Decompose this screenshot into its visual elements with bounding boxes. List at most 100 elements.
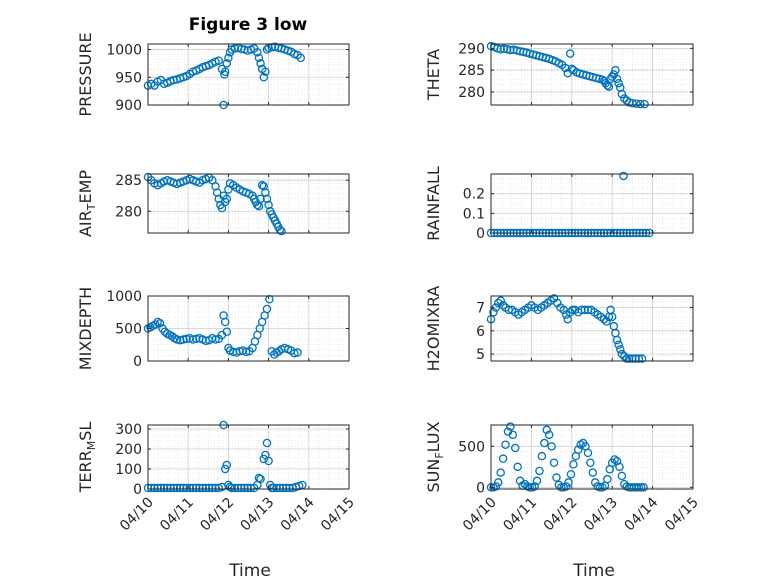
data-point (609, 321, 619, 331)
x-tick-label: 04/12 (197, 495, 237, 535)
data-point (224, 185, 233, 194)
data-point (285, 483, 294, 493)
data-point (617, 89, 627, 99)
data-point (614, 78, 623, 88)
data-point (222, 194, 232, 204)
data-point (637, 483, 646, 492)
data-point (569, 460, 578, 469)
data-point (262, 438, 272, 448)
y-tick-label: 500 (458, 439, 485, 455)
data-point (616, 345, 625, 354)
data-point (222, 460, 232, 470)
data-point (269, 483, 278, 493)
data-series (486, 171, 654, 238)
x-axis-label-left: Time (228, 561, 271, 581)
y-tick-label: 1000 (106, 289, 142, 305)
y-tick-label: 0.1 (463, 206, 485, 222)
y-axis-label: SUNFLUX (424, 421, 446, 492)
axes-box (147, 424, 350, 490)
data-point (296, 53, 306, 63)
data-series (486, 422, 648, 492)
y-tick-label: 0 (476, 480, 485, 496)
data-point (208, 483, 217, 493)
data-point (195, 483, 204, 493)
subplot-1: 900 950 1000 PRESSURE (76, 32, 350, 117)
data-point (513, 462, 522, 472)
y-tick-label: 6 (476, 324, 485, 340)
data-point (494, 298, 503, 308)
data-point (265, 294, 274, 304)
data-point (201, 483, 211, 493)
data-point (272, 483, 281, 493)
y-tick-label: 950 (115, 70, 142, 86)
data-point (261, 188, 270, 197)
data-point (153, 483, 162, 493)
data-point (264, 456, 273, 466)
data-point (237, 483, 246, 493)
data-point (624, 354, 634, 363)
data-point (150, 483, 159, 493)
data-point (230, 44, 240, 53)
subplot-5: 0 500 1000 MIXDEPTH (76, 287, 350, 370)
data-point (225, 482, 235, 492)
data-point (290, 348, 299, 358)
data-point (506, 45, 515, 55)
y-tick-label: 280 (115, 204, 142, 220)
data-point (632, 99, 641, 108)
data-point (188, 483, 198, 493)
data-point (617, 471, 627, 481)
x-tick-label: 04/14 (278, 494, 318, 534)
data-point (628, 99, 637, 108)
data-point (603, 81, 612, 90)
y-tick-label: 5 (476, 347, 485, 363)
y-axis-label: AIRTEMP (76, 170, 98, 237)
data-point (224, 53, 233, 63)
data-point (566, 469, 576, 479)
data-point (211, 182, 220, 191)
data-point (595, 483, 605, 492)
data-point (583, 448, 593, 458)
y-tick-label: 0 (476, 226, 485, 242)
x-tick-label: 04/12 (541, 495, 581, 535)
data-point (241, 347, 251, 357)
data-point (588, 468, 598, 477)
data-point (610, 455, 619, 464)
data-point (172, 335, 182, 344)
data-point (179, 483, 188, 493)
data-point (254, 473, 264, 483)
y-axis-label: TERRMSL (76, 422, 98, 494)
data-point (293, 348, 302, 357)
data-point (496, 468, 505, 477)
data-point (602, 317, 611, 326)
data-point (612, 74, 622, 84)
data-point (235, 346, 244, 356)
data-point (568, 305, 577, 315)
data-point (275, 483, 285, 493)
data-point (150, 320, 160, 329)
y-tick-label: 900 (115, 98, 142, 114)
data-point (607, 72, 617, 81)
data-point (603, 474, 612, 484)
subplot-6: 5 6 7 H2OMIXRA (424, 286, 694, 371)
axes-box (147, 43, 350, 106)
y-tick-label: 0 (133, 354, 142, 370)
data-point (622, 354, 631, 363)
data-point (547, 442, 556, 451)
data-point (222, 59, 232, 68)
data-point (614, 340, 623, 349)
data-point (577, 305, 586, 315)
data-point (496, 296, 505, 305)
data-point (489, 307, 498, 317)
data-point (159, 483, 169, 493)
data-point (277, 226, 286, 236)
y-tick-label: 200 (115, 442, 142, 458)
data-series (143, 172, 286, 236)
data-point (282, 483, 291, 493)
data-point (576, 440, 585, 449)
data-point (634, 354, 644, 363)
data-point (506, 422, 515, 431)
data-point (278, 483, 288, 493)
data-point (169, 483, 178, 493)
y-tick-label: 285 (458, 63, 485, 79)
